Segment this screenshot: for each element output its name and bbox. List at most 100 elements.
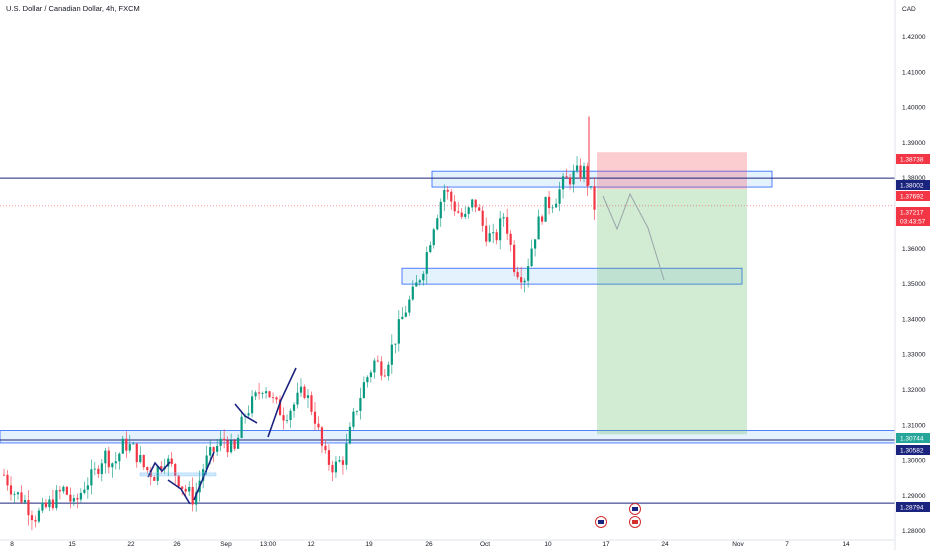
candle-body — [380, 361, 383, 376]
candle-body — [327, 450, 331, 465]
candle-body — [387, 364, 390, 377]
candle-body — [362, 382, 365, 399]
price-label-text: 1.28794 — [900, 505, 924, 512]
candle-body — [292, 404, 296, 411]
candle-body — [118, 453, 121, 462]
candle-body — [233, 440, 236, 449]
candle-body — [257, 392, 261, 394]
candle-body — [429, 245, 432, 253]
candle-body — [65, 486, 68, 495]
price-label-text: 1.38738 — [900, 157, 924, 164]
price-label-text: 03:43:57 — [900, 219, 926, 226]
candle-body — [160, 466, 163, 470]
candle-body — [69, 494, 72, 502]
candle-body — [216, 445, 219, 452]
y-tick-label: 1.31000 — [902, 422, 926, 429]
candle-body — [481, 210, 484, 226]
zone-2 — [0, 430, 896, 444]
candle-body — [170, 458, 173, 464]
candle-body — [37, 510, 41, 522]
x-tick-label: 10 — [544, 541, 552, 548]
candle-body — [51, 499, 55, 509]
candle-body — [520, 277, 523, 283]
candle-body — [188, 486, 191, 492]
candle-body — [223, 438, 226, 441]
x-tick-label: 8 — [10, 541, 14, 548]
x-tick-label: 24 — [661, 541, 669, 548]
candle-body — [209, 447, 212, 456]
candle-body — [352, 411, 355, 427]
candle-body — [554, 203, 558, 208]
candle-body — [586, 166, 589, 187]
projection-path — [602, 192, 665, 281]
candle-body — [408, 299, 411, 313]
y-tick-label: 1.40000 — [902, 105, 926, 112]
candle-body — [320, 427, 324, 446]
candle-body — [390, 344, 393, 365]
candle-body — [561, 176, 565, 190]
candle-body — [167, 458, 170, 467]
candle-body — [422, 273, 425, 281]
candle-body — [278, 399, 282, 416]
candle-body — [575, 165, 579, 171]
y-tick-label: 1.28000 — [902, 528, 926, 535]
price-label-box — [896, 180, 930, 190]
candle-body — [306, 395, 310, 398]
candle-body — [104, 450, 107, 464]
candle-body — [58, 490, 62, 492]
y-tick-label: 1.30000 — [902, 458, 926, 465]
chart-title: U.S. Dollar / Canadian Dollar, 4h, FXCM — [6, 4, 140, 13]
candle-body — [62, 486, 65, 492]
y-tick-label: 1.42000 — [902, 34, 926, 41]
candle-body — [530, 248, 533, 267]
candle-body — [310, 395, 313, 412]
hlines-layer — [0, 177, 895, 504]
arrows-layer — [139, 192, 665, 505]
candle-body — [114, 461, 117, 464]
candle-body — [237, 437, 240, 449]
x-tick-label: 13:00 — [260, 541, 277, 548]
event-flag-icon — [598, 520, 604, 524]
candle-body — [100, 463, 103, 475]
candle-body — [250, 396, 254, 414]
candle-body — [128, 444, 131, 451]
candle-body — [373, 360, 376, 373]
candle-body — [551, 207, 554, 209]
candle-body — [212, 447, 215, 452]
price-label-box — [896, 191, 930, 201]
candle-body — [289, 410, 292, 421]
candle-body — [568, 177, 572, 185]
candle-body — [41, 502, 44, 511]
candle-body — [499, 218, 502, 241]
candle-body — [125, 438, 128, 451]
candle-body — [376, 360, 379, 362]
candle-body — [111, 463, 114, 468]
x-tick-label: 22 — [127, 541, 135, 548]
price-label-box — [896, 502, 930, 512]
event-flag-icon — [632, 520, 638, 524]
candle-body — [345, 443, 348, 465]
candle-body — [492, 232, 495, 234]
y-tick-label: 1.32000 — [902, 387, 926, 394]
candle-body — [16, 492, 20, 495]
candle-body — [191, 486, 194, 505]
candle-body — [303, 386, 306, 398]
candle-body — [478, 207, 481, 211]
position-layer — [597, 152, 747, 435]
candle-body — [219, 438, 222, 446]
x-tick-label: Oct — [480, 541, 490, 548]
candle-body — [341, 460, 345, 465]
price-label-text: 1.37217 — [900, 210, 924, 217]
candle-body — [30, 515, 34, 521]
event-icons — [595, 503, 641, 528]
y-tick-label: 1.38000 — [902, 175, 926, 182]
zone-0 — [431, 170, 773, 188]
candle-body — [579, 165, 582, 179]
price-label-text: 1.38002 — [900, 183, 924, 190]
event-flag-icon — [632, 507, 638, 511]
candle-body — [90, 469, 93, 486]
y-tick-label: 1.33000 — [902, 352, 926, 359]
candle-body — [527, 266, 530, 281]
candle-body — [572, 170, 575, 185]
